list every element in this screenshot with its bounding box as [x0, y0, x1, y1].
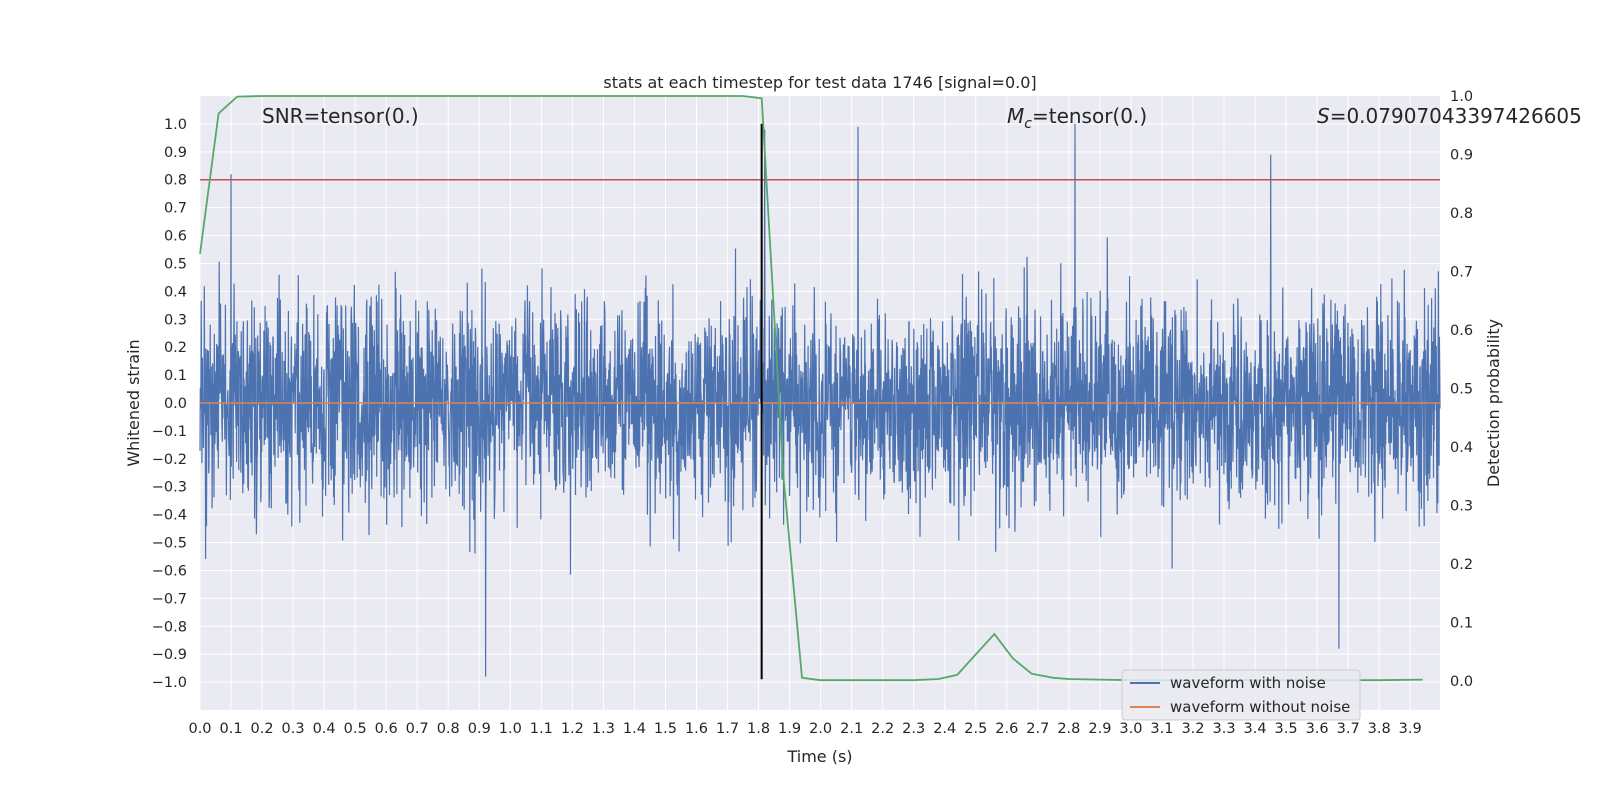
y-right-tick-label: 0.5: [1450, 381, 1473, 397]
y-right-tick-label: 0.4: [1450, 440, 1473, 456]
y-tick-label: 1.0: [164, 117, 187, 133]
x-tick-label: 1.2: [561, 721, 584, 737]
y-tick-label: −0.5: [152, 536, 187, 552]
x-tick-label: 2.0: [809, 721, 832, 737]
legend-box: [1121, 669, 1361, 721]
y-right-tick-label: 0.1: [1450, 615, 1473, 631]
x-tick-label: 3.0: [1119, 721, 1142, 737]
y-tick-label: 0.9: [164, 145, 187, 161]
x-tick-label: 0.8: [437, 721, 460, 737]
x-tick-label: 0.9: [468, 721, 491, 737]
x-tick-label: 0.6: [375, 721, 398, 737]
chirp-mass-value: =tensor(0.): [1032, 104, 1147, 128]
x-tick-label: 2.9: [1088, 721, 1111, 737]
x-tick-label: 1.4: [623, 721, 646, 737]
y-tick-labels: 1.0 0.9 0.8 0.7 0.6 0.5 0.4 0.3 0.2 0.1 0.0 −0.1 −0.…: [152, 117, 187, 691]
y-right-tick-label: 0.9: [1450, 147, 1473, 163]
y-right-tick-label: 0.8: [1450, 206, 1473, 222]
x-tick-label: 2.4: [933, 721, 956, 737]
y-right-tick-label: 0.2: [1450, 557, 1473, 573]
y-tick-label: 0.4: [164, 284, 187, 300]
x-tick-label: 2.6: [995, 721, 1018, 737]
series-waveform-with-noise: [199, 123, 1441, 677]
legend: waveform with noise waveform without noi…: [1121, 669, 1361, 721]
y-tick-label: 0.1: [164, 368, 187, 384]
snr-annotation: SNR=tensor(0.): [262, 104, 419, 128]
s-symbol: S: [1317, 104, 1330, 128]
y-tick-label: 0.3: [164, 312, 187, 328]
x-tick-label: 3.6: [1306, 721, 1329, 737]
x-tick-label: 2.1: [840, 721, 863, 737]
y-right-tick-labels: 1.0 0.9 0.8 0.7 0.6 0.5 0.4 0.3 0.2 0.1 0.0: [1450, 89, 1473, 690]
y-tick-label: 0.7: [164, 201, 187, 217]
y-tick-label: −0.9: [152, 647, 187, 663]
y-right-tick-label: 1.0: [1450, 89, 1473, 105]
x-tick-label: 2.5: [964, 721, 987, 737]
x-tick-label: 3.1: [1150, 721, 1173, 737]
x-tick-label: 0.0: [188, 721, 211, 737]
y-tick-label: −0.6: [152, 563, 187, 579]
y-right-tick-label: 0.3: [1450, 498, 1473, 514]
x-tick-label: 1.7: [716, 721, 739, 737]
x-tick-label: 1.9: [778, 721, 801, 737]
x-tick-label: 2.8: [1057, 721, 1080, 737]
y-tick-label: −1.0: [152, 675, 187, 691]
x-tick-label: 3.2: [1181, 721, 1204, 737]
y-right-tick-label: 0.0: [1450, 674, 1473, 690]
x-tick-label: 2.7: [1026, 721, 1049, 737]
x-tick-label: 0.1: [219, 721, 242, 737]
x-tick-label: 3.3: [1212, 721, 1235, 737]
waveform-with-noise-line: [199, 123, 1441, 677]
x-tick-label: 0.7: [406, 721, 429, 737]
x-tick-label: 3.7: [1337, 721, 1360, 737]
x-tick-label: 3.8: [1368, 721, 1391, 737]
x-tick-label: 2.3: [902, 721, 925, 737]
y-tick-label: 0.8: [164, 173, 187, 189]
y-tick-label: −0.7: [152, 591, 187, 607]
y-tick-label: −0.2: [152, 452, 187, 468]
x-tick-label: 1.6: [685, 721, 708, 737]
x-tick-label: 0.3: [282, 721, 305, 737]
y-tick-label: −0.1: [152, 424, 187, 440]
chirp-mass-annotation: Mc=tensor(0.): [1007, 104, 1147, 132]
y-right-tick-label: 0.7: [1450, 264, 1473, 280]
legend-label-with-noise: waveform with noise: [1170, 674, 1326, 692]
x-tick-label: 1.1: [530, 721, 553, 737]
y-axis-label: Whitened strain: [124, 339, 143, 466]
x-tick-label: 0.5: [344, 721, 367, 737]
chirp-mass-symbol: M: [1007, 104, 1024, 128]
y-tick-label: −0.4: [152, 508, 187, 524]
x-tick-label: 1.0: [499, 721, 522, 737]
y-tick-label: −0.8: [152, 619, 187, 635]
y-right-axis-label: Detection probability: [1484, 319, 1503, 487]
x-tick-label: 1.3: [592, 721, 615, 737]
x-tick-label: 3.9: [1399, 721, 1422, 737]
x-axis-label: Time (s): [786, 747, 852, 766]
x-tick-label: 1.5: [654, 721, 677, 737]
x-tick-label: 3.4: [1244, 721, 1267, 737]
x-tick-labels: 0.0 0.1 0.2 0.3 0.4 0.5 0.6 0.7 0.8 0.9 1.0 1.1 1.2 1…: [188, 721, 1421, 737]
y-tick-label: 0.5: [164, 256, 187, 272]
x-tick-label: 0.2: [251, 721, 274, 737]
chirp-mass-subscript: c: [1024, 116, 1032, 132]
y-tick-label: 0.0: [164, 396, 187, 412]
y-tick-label: 0.2: [164, 340, 187, 356]
x-tick-label: 3.5: [1275, 721, 1298, 737]
x-tick-label: 2.2: [871, 721, 894, 737]
y-right-tick-label: 0.6: [1450, 323, 1473, 339]
s-value: =0.07907043397426605: [1330, 104, 1582, 128]
legend-label-without-noise: waveform without noise: [1170, 698, 1350, 716]
y-tick-label: −0.3: [152, 480, 187, 496]
s-annotation: S=0.07907043397426605: [1317, 104, 1582, 128]
x-tick-label: 0.4: [313, 721, 336, 737]
y-tick-label: 0.6: [164, 229, 187, 245]
x-tick-label: 1.8: [747, 721, 770, 737]
chart-title: stats at each timestep for test data 174…: [603, 73, 1036, 92]
